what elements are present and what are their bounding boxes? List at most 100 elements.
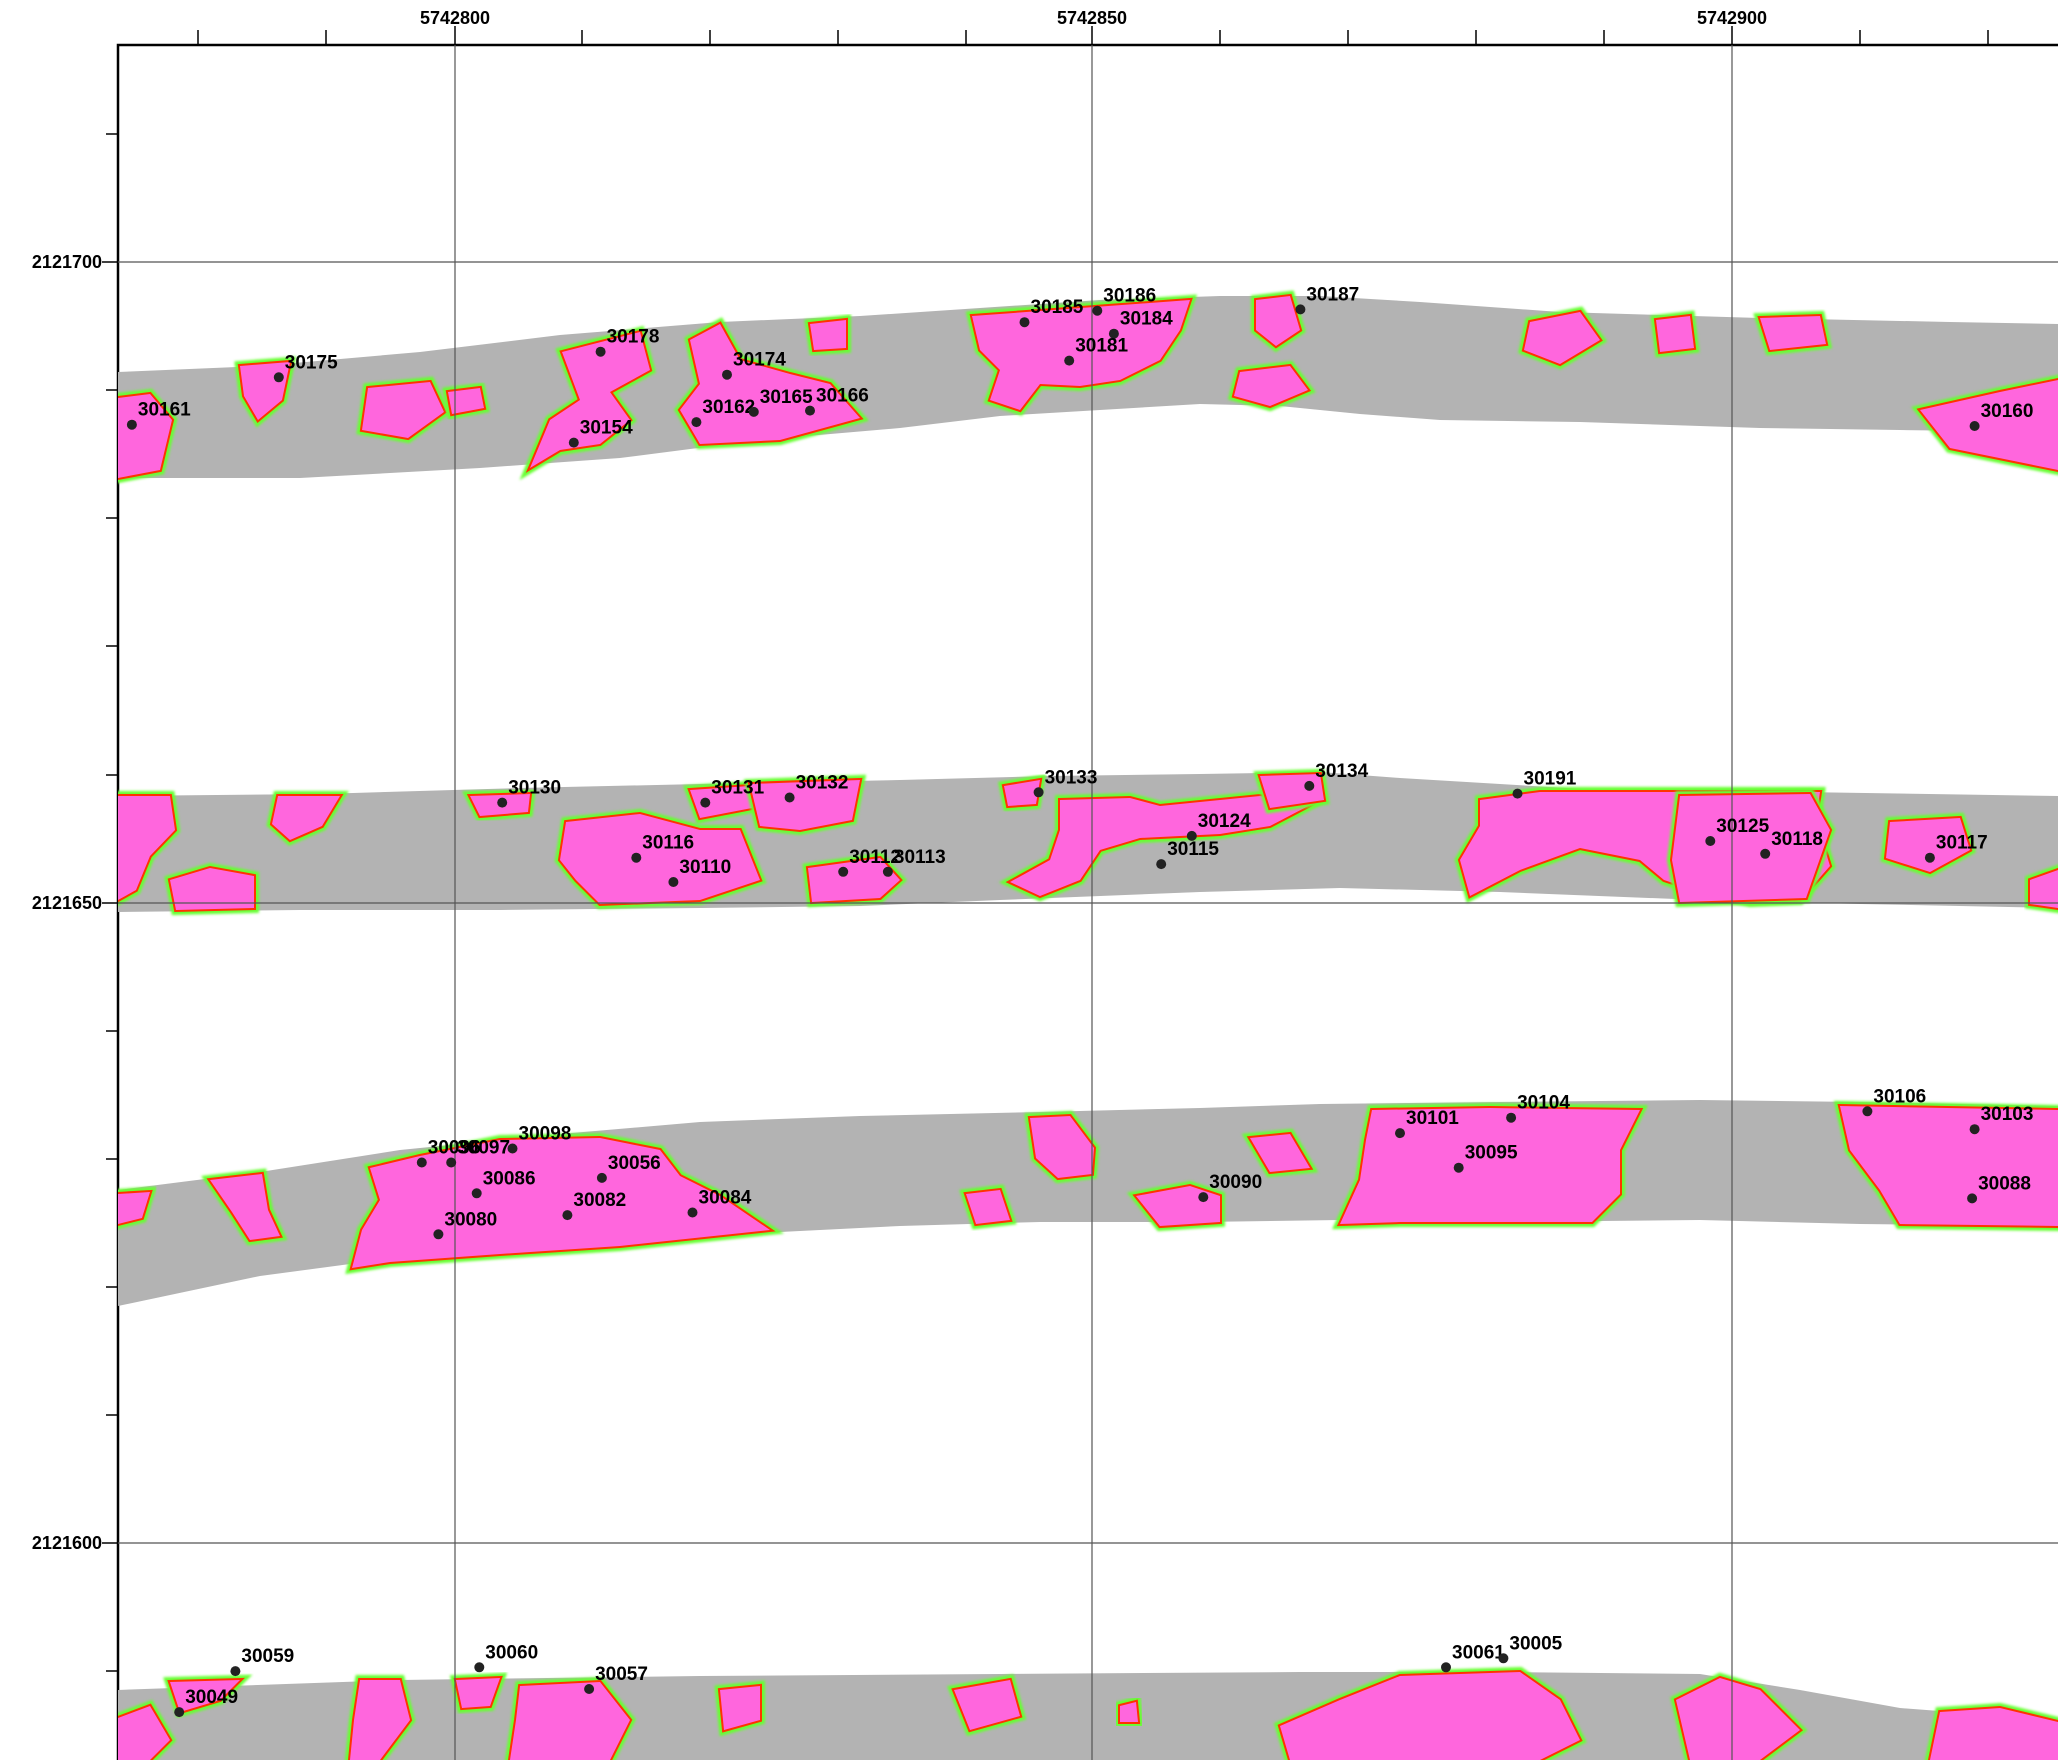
sample-point-marker[interactable]: [568, 437, 579, 448]
sample-point-marker[interactable]: [1498, 1653, 1509, 1664]
sample-point-marker[interactable]: [1969, 421, 1980, 431]
sample-point-marker[interactable]: [446, 1157, 457, 1168]
sample-point-marker[interactable]: [784, 792, 795, 803]
sample-point-marker[interactable]: [748, 406, 759, 417]
sample-point-label: 30175: [285, 352, 338, 373]
sample-point-marker[interactable]: [433, 1229, 444, 1240]
sample-point-label: 30187: [1306, 284, 1359, 305]
sample-point-label: 30110: [679, 857, 731, 878]
sample-point-marker[interactable]: [1705, 836, 1716, 846]
sample-point-marker[interactable]: [1862, 1106, 1873, 1117]
sample-point-marker[interactable]: [700, 797, 711, 808]
anomaly-blob: [1241, 1128, 1319, 1178]
sample-point-label: 30184: [1120, 309, 1173, 330]
sample-point-marker[interactable]: [1512, 788, 1523, 799]
grid-lines: [118, 45, 2058, 1760]
sample-point-marker[interactable]: [1453, 1162, 1464, 1173]
sample-point-marker[interactable]: [668, 877, 679, 887]
sample-point-marker[interactable]: [882, 866, 893, 877]
sample-point-label: 30097: [457, 1138, 510, 1159]
sample-point-marker[interactable]: [1506, 1112, 1517, 1123]
anomaly-blob: [1273, 1666, 1587, 1760]
sample-point-marker[interactable]: [722, 369, 732, 380]
sample-point-marker[interactable]: [1395, 1128, 1405, 1139]
anomaly-blob: [673, 317, 870, 450]
sample-point-marker[interactable]: [1033, 787, 1044, 798]
sample-point-label: 30191: [1524, 769, 1577, 790]
sample-point-label: 30086: [483, 1168, 536, 1189]
sample-point-label: 30115: [1167, 839, 1219, 860]
sample-point-marker[interactable]: [471, 1188, 482, 1199]
sample-point-label: 30117: [1936, 833, 1988, 854]
sample-point-marker[interactable]: [595, 346, 606, 357]
sample-point-label: 30125: [1716, 816, 1769, 837]
sample-point-marker[interactable]: [691, 417, 702, 428]
map-content: 30175 30178 30161 30154 30174 30162 30165 30166…: [118, 45, 2058, 1760]
sample-point-marker[interactable]: [584, 1684, 595, 1694]
y-tick-label: 2121600: [32, 1533, 102, 1553]
sample-point-marker[interactable]: [1019, 317, 1030, 328]
sample-point-marker[interactable]: [687, 1207, 698, 1218]
anomaly-blob: [356, 376, 451, 444]
sample-point-marker[interactable]: [1156, 859, 1167, 870]
anomaly-blob: [998, 790, 1328, 902]
sample-point-marker[interactable]: [1760, 848, 1771, 859]
sample-point-marker[interactable]: [1295, 304, 1306, 315]
sample-point-label: 30103: [1981, 1104, 2034, 1125]
sample-point-label: 30057: [595, 1664, 648, 1685]
sample-point-label: 30095: [1465, 1143, 1518, 1164]
anomaly-blob: [1251, 290, 1306, 353]
anomaly-blob: [1833, 1100, 2058, 1232]
sample-point-marker[interactable]: [126, 419, 137, 430]
sample-point-marker[interactable]: [273, 372, 284, 383]
sample-point-label: 30059: [241, 1646, 294, 1667]
sample-point-label: 30165: [760, 387, 813, 408]
anomaly-blob: [1227, 360, 1316, 412]
anomaly-blob: [1753, 310, 1833, 356]
x-tick-label: 5742900: [1697, 8, 1767, 28]
sample-point-marker[interactable]: [596, 1172, 607, 1183]
sample-point-label: 30056: [608, 1153, 661, 1174]
sample-point-marker[interactable]: [805, 405, 815, 416]
sample-point-marker[interactable]: [838, 866, 849, 877]
sample-point-marker[interactable]: [174, 1707, 185, 1718]
sample-point-marker[interactable]: [507, 1143, 518, 1154]
sample-point-marker[interactable]: [1441, 1662, 1451, 1673]
sample-point-marker[interactable]: [1064, 355, 1075, 366]
sample-point-label: 30116: [642, 833, 694, 854]
sample-point-marker[interactable]: [1969, 1124, 1980, 1135]
sample-point-marker[interactable]: [1924, 852, 1935, 863]
anomaly-blob: [959, 1184, 1017, 1230]
anomaly-blob: [965, 294, 1198, 416]
anomaly-blob: [1670, 1672, 1808, 1760]
sample-point-marker[interactable]: [497, 797, 508, 808]
anomaly-blob: [804, 314, 851, 356]
sample-point-marker[interactable]: [230, 1666, 241, 1677]
sample-point-marker[interactable]: [562, 1210, 573, 1221]
sample-point-marker[interactable]: [1967, 1193, 1978, 1204]
sample-point-marker[interactable]: [474, 1662, 485, 1673]
sample-point-label: 30154: [580, 418, 633, 439]
sample-point-marker[interactable]: [416, 1157, 427, 1168]
sample-point-marker[interactable]: [631, 852, 642, 863]
sample-point-marker[interactable]: [1092, 305, 1103, 316]
sample-point-label: 30061: [1452, 1642, 1505, 1663]
sample-point-label: 30174: [733, 350, 786, 371]
sample-point-label: 30080: [444, 1209, 497, 1230]
sample-point-label: 30112: [849, 847, 901, 868]
anomaly-blob: [1518, 306, 1608, 370]
sample-point-label: 30185: [1031, 297, 1084, 318]
anomaly-blob: [163, 1674, 253, 1719]
sample-point-marker[interactable]: [1186, 830, 1197, 841]
anomaly-blob: [519, 325, 656, 481]
anomaly-blob: [1332, 1102, 1649, 1230]
sample-point-label: 30124: [1198, 811, 1251, 832]
anomaly-blob: [449, 1672, 508, 1714]
sample-point-label: 30166: [816, 386, 869, 407]
sample-point-label: 30005: [1509, 1633, 1562, 1654]
sample-point-marker[interactable]: [1304, 780, 1315, 791]
sample-point-marker[interactable]: [1108, 328, 1119, 339]
sample-point-marker[interactable]: [1198, 1192, 1209, 1203]
anomaly-blob: [504, 1676, 636, 1760]
anomaly-blob: [201, 1168, 288, 1246]
